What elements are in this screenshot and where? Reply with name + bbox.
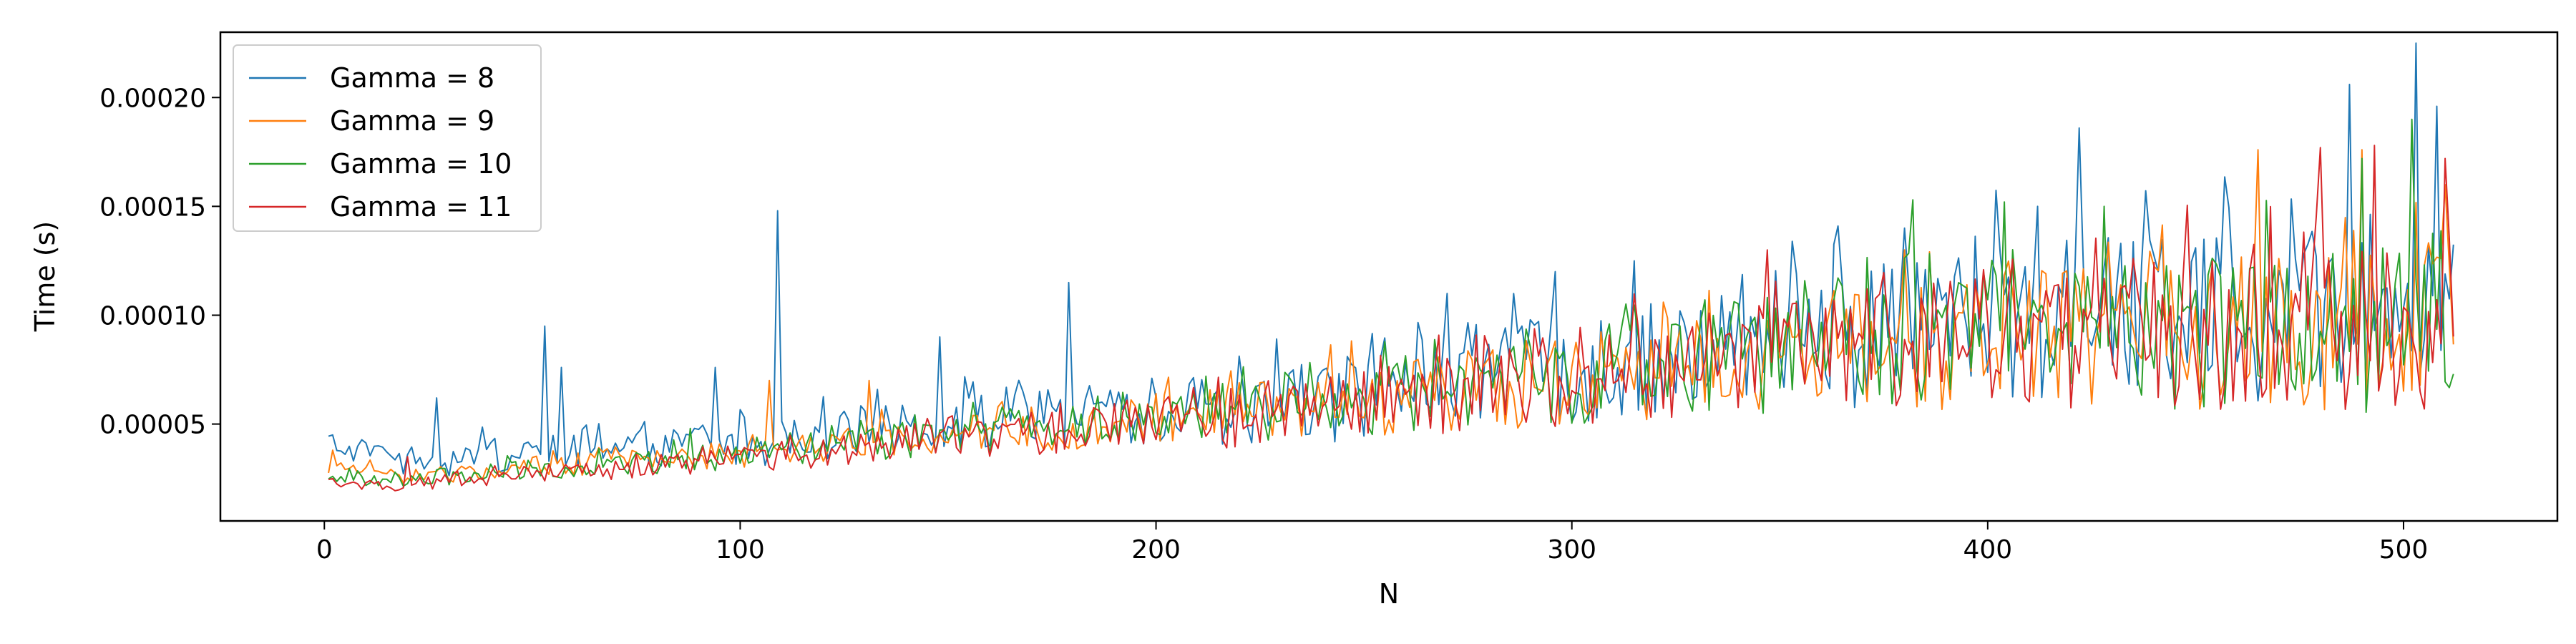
series-layer bbox=[328, 42, 2454, 492]
y-tick-label: 0.00005 bbox=[99, 411, 206, 440]
y-axis-ticks: 0.00005 0.00010 0.00015 0.00020 bbox=[99, 84, 220, 440]
x-axis-label: N bbox=[1379, 578, 1399, 610]
y-axis-label: Time (s) bbox=[29, 221, 61, 333]
x-tick-label: 500 bbox=[2379, 535, 2429, 565]
legend-label: Gamma = 11 bbox=[330, 191, 512, 223]
series-line-4 bbox=[328, 145, 2454, 492]
x-tick-label: 100 bbox=[716, 535, 765, 565]
legend: Gamma = 8 Gamma = 9 Gamma = 10 Gamma = 11 bbox=[233, 44, 542, 232]
x-tick-label: 0 bbox=[316, 535, 333, 565]
y-tick-label: 0.00010 bbox=[99, 302, 206, 331]
y-tick-label: 0.00015 bbox=[99, 192, 206, 222]
legend-label: Gamma = 9 bbox=[330, 105, 494, 137]
x-axis-ticks: 0 100 200 300 400 500 bbox=[316, 521, 2429, 565]
series-line-3 bbox=[328, 118, 2454, 487]
x-tick-label: 300 bbox=[1547, 535, 1596, 565]
legend-label: Gamma = 8 bbox=[330, 62, 494, 94]
y-tick-label: 0.00020 bbox=[99, 84, 206, 113]
x-tick-label: 400 bbox=[1963, 535, 2012, 565]
legend-label: Gamma = 10 bbox=[330, 148, 512, 180]
x-tick-label: 200 bbox=[1131, 535, 1181, 565]
plot-frame bbox=[219, 31, 2559, 522]
legend-box bbox=[233, 44, 542, 232]
